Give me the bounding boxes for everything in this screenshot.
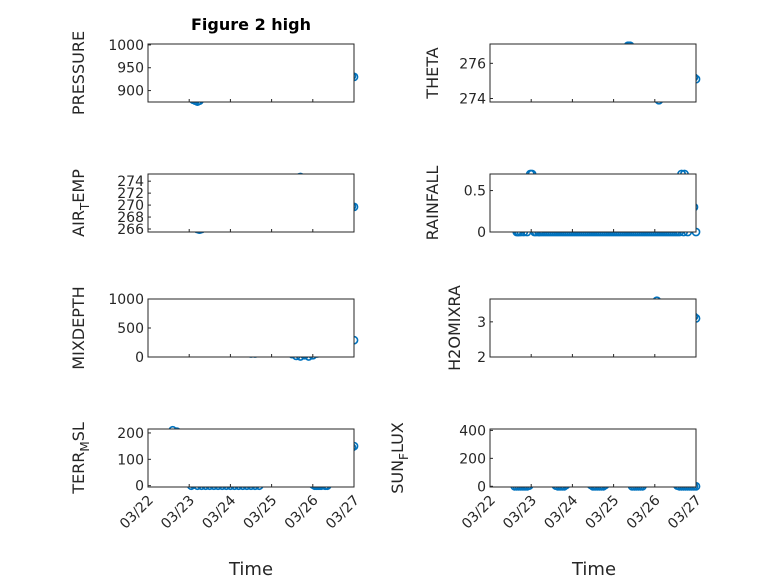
y-axis-label: RAINFALL	[423, 166, 442, 241]
subplot-terr-msl: 0 100 200 03/22 03/23 03/24 03/25 03/26 03/27 TER…	[69, 422, 363, 532]
x-tick-label: 03/25	[241, 493, 281, 533]
x-axis-label-left: Time	[228, 559, 273, 580]
y-tick-label: 950	[117, 61, 144, 77]
y-tick-label: 100	[117, 452, 144, 468]
subplot-pressure: 900 950 1000 PRESSURE Figure 2 high	[69, 15, 359, 115]
y-tick-label: 0	[477, 225, 486, 241]
y-tick-label: 500	[117, 321, 144, 337]
axes-frame	[489, 173, 697, 233]
y-tick-label: 276	[459, 56, 486, 72]
axes-frame	[147, 428, 355, 488]
y-tick-label: 400	[459, 423, 486, 439]
subplot-sun-flux: 0 200 400 03/22 03/23 03/24 03/25 03/26 03/27 SUN…	[388, 422, 705, 532]
subplot-theta: 274 276 THETA	[423, 41, 701, 107]
y-tick-label: 274	[117, 174, 144, 190]
y-tick-label: 0	[477, 479, 486, 495]
x-tick-label: 03/26	[282, 492, 322, 532]
axes-frame	[147, 298, 355, 358]
y-tick-label: 3	[477, 315, 486, 331]
x-tick-label: 03/24	[199, 492, 239, 532]
y-axis-label: SUNFLUX	[388, 422, 411, 494]
y-axis-label: PRESSURE	[69, 31, 88, 115]
y-tick-label: 266	[117, 222, 144, 238]
x-tick-label: 03/25	[583, 493, 623, 533]
y-axis-label: MIXDEPTH	[69, 286, 88, 369]
y-axis-label: THETA	[423, 47, 442, 99]
x-tick-label: 03/27	[323, 493, 363, 533]
y-axis-label: TERRMSL	[69, 422, 92, 495]
x-tick-label: 03/24	[541, 492, 581, 532]
y-tick-label: 274	[459, 91, 486, 107]
chart-title: Figure 2 high	[191, 15, 311, 34]
y-tick-label: 200	[459, 451, 486, 467]
y-tick-label: 900	[117, 84, 144, 100]
y-tick-label: 200	[117, 426, 144, 442]
x-tick-label: 03/23	[158, 493, 198, 533]
axes-frame	[147, 43, 355, 103]
x-tick-label: 03/22	[459, 493, 499, 533]
y-tick-label: 0	[135, 350, 144, 366]
y-tick-label: 0	[135, 479, 144, 495]
y-tick-label: 268	[117, 210, 144, 226]
axes-frame	[489, 428, 697, 488]
x-tick-label: 03/27	[665, 493, 705, 533]
x-axis-label-right: Time	[571, 559, 616, 580]
x-tick-label: 03/26	[624, 492, 664, 532]
axes-frame	[489, 43, 697, 103]
y-tick-label: 270	[117, 198, 144, 214]
subplot-h2omixra: 2 3 H2OMIXRA	[445, 285, 701, 371]
subplot-rainfall: 0 0.5 RAINFALL	[423, 166, 701, 241]
x-tick-label: 03/23	[500, 493, 540, 533]
y-axis-label: AIRTEMP	[69, 169, 92, 237]
y-axis-label: H2OMIXRA	[445, 285, 464, 371]
y-tick-label: 0.5	[464, 184, 486, 200]
axes-frame	[489, 298, 697, 358]
axes-frame	[147, 173, 355, 233]
y-tick-label: 2	[477, 350, 486, 366]
y-tick-label: 1000	[108, 38, 144, 54]
y-tick-label: 1000	[108, 292, 144, 308]
y-tick-label: 272	[117, 186, 144, 202]
x-tick-label: 03/22	[117, 493, 157, 533]
subplot-mixdepth: 0 500 1000 MIXDEPTH	[69, 286, 359, 370]
